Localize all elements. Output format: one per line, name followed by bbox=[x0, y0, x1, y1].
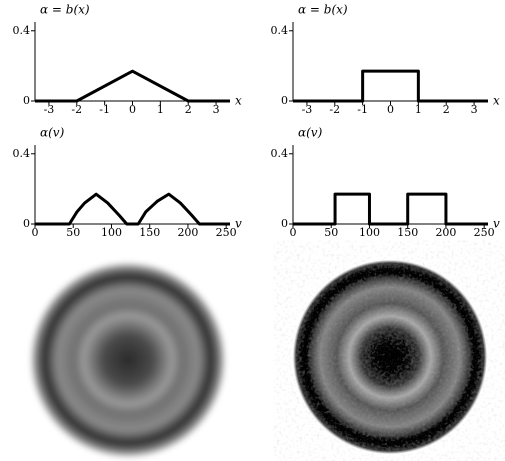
x-tick-label: 50 bbox=[324, 226, 338, 239]
x-tick-label: 3 bbox=[471, 103, 478, 116]
y-tick-label: 0 bbox=[281, 217, 288, 230]
x-tick-label: 2 bbox=[443, 103, 450, 116]
x-axis-label: x bbox=[493, 94, 500, 108]
x-tick-label: 0 bbox=[387, 103, 394, 116]
x-tick-label: -1 bbox=[357, 103, 368, 116]
x-tick-label: -2 bbox=[71, 103, 82, 116]
x-tick-label: 2 bbox=[185, 103, 192, 116]
x-axis-label: x bbox=[235, 94, 242, 108]
x-tick-label: 200 bbox=[177, 226, 198, 239]
x-tick-label: 250 bbox=[474, 226, 495, 239]
x-axis-label: v bbox=[493, 217, 500, 231]
x-tick-label: -1 bbox=[99, 103, 110, 116]
data-line bbox=[293, 71, 488, 101]
y-tick-label: 0.4 bbox=[13, 147, 31, 160]
x-tick-label: -3 bbox=[302, 103, 313, 116]
x-tick-label: -3 bbox=[44, 103, 55, 116]
x-tick-label: 0 bbox=[32, 226, 39, 239]
data-line bbox=[35, 194, 230, 224]
chart-title: α = b(x) bbox=[40, 3, 90, 17]
data-line bbox=[35, 71, 230, 101]
chart-title: α(v) bbox=[298, 126, 323, 140]
x-tick-label: 0 bbox=[129, 103, 136, 116]
x-tick-label: 150 bbox=[139, 226, 160, 239]
y-tick-label: 0 bbox=[23, 217, 30, 230]
x-tick-label: 150 bbox=[397, 226, 418, 239]
x-tick-label: 100 bbox=[101, 226, 122, 239]
y-tick-label: 0 bbox=[281, 94, 288, 107]
x-tick-label: -2 bbox=[329, 103, 340, 116]
page: 0 0.4 -3 -2 -1 0 1 2 3 α = b(x) x 0 0.4 -3 -2 -1 0 1 2 3 α =… bbox=[0, 0, 505, 461]
x-tick-label: 1 bbox=[415, 103, 422, 116]
x-tick-label: 3 bbox=[213, 103, 220, 116]
y-tick-label: 0 bbox=[23, 94, 30, 107]
chart-title: α(v) bbox=[40, 126, 65, 140]
x-axis-label: v bbox=[235, 217, 242, 231]
render-right bbox=[293, 260, 487, 454]
x-tick-label: 100 bbox=[359, 226, 380, 239]
figure: 0 0.4 -3 -2 -1 0 1 2 3 α = b(x) x 0 0.4 -3 -2 -1 0 1 2 3 α =… bbox=[0, 0, 505, 461]
y-tick-label: 0.4 bbox=[13, 24, 31, 37]
data-line bbox=[293, 194, 488, 224]
chart-title: α = b(x) bbox=[298, 3, 348, 17]
x-tick-label: 1 bbox=[157, 103, 164, 116]
render-left bbox=[30, 262, 226, 458]
y-tick-label: 0.4 bbox=[271, 147, 289, 160]
x-tick-label: 0 bbox=[290, 226, 297, 239]
x-tick-label: 200 bbox=[435, 226, 456, 239]
x-tick-label: 50 bbox=[66, 226, 80, 239]
x-tick-label: 250 bbox=[216, 226, 237, 239]
y-tick-label: 0.4 bbox=[271, 24, 289, 37]
